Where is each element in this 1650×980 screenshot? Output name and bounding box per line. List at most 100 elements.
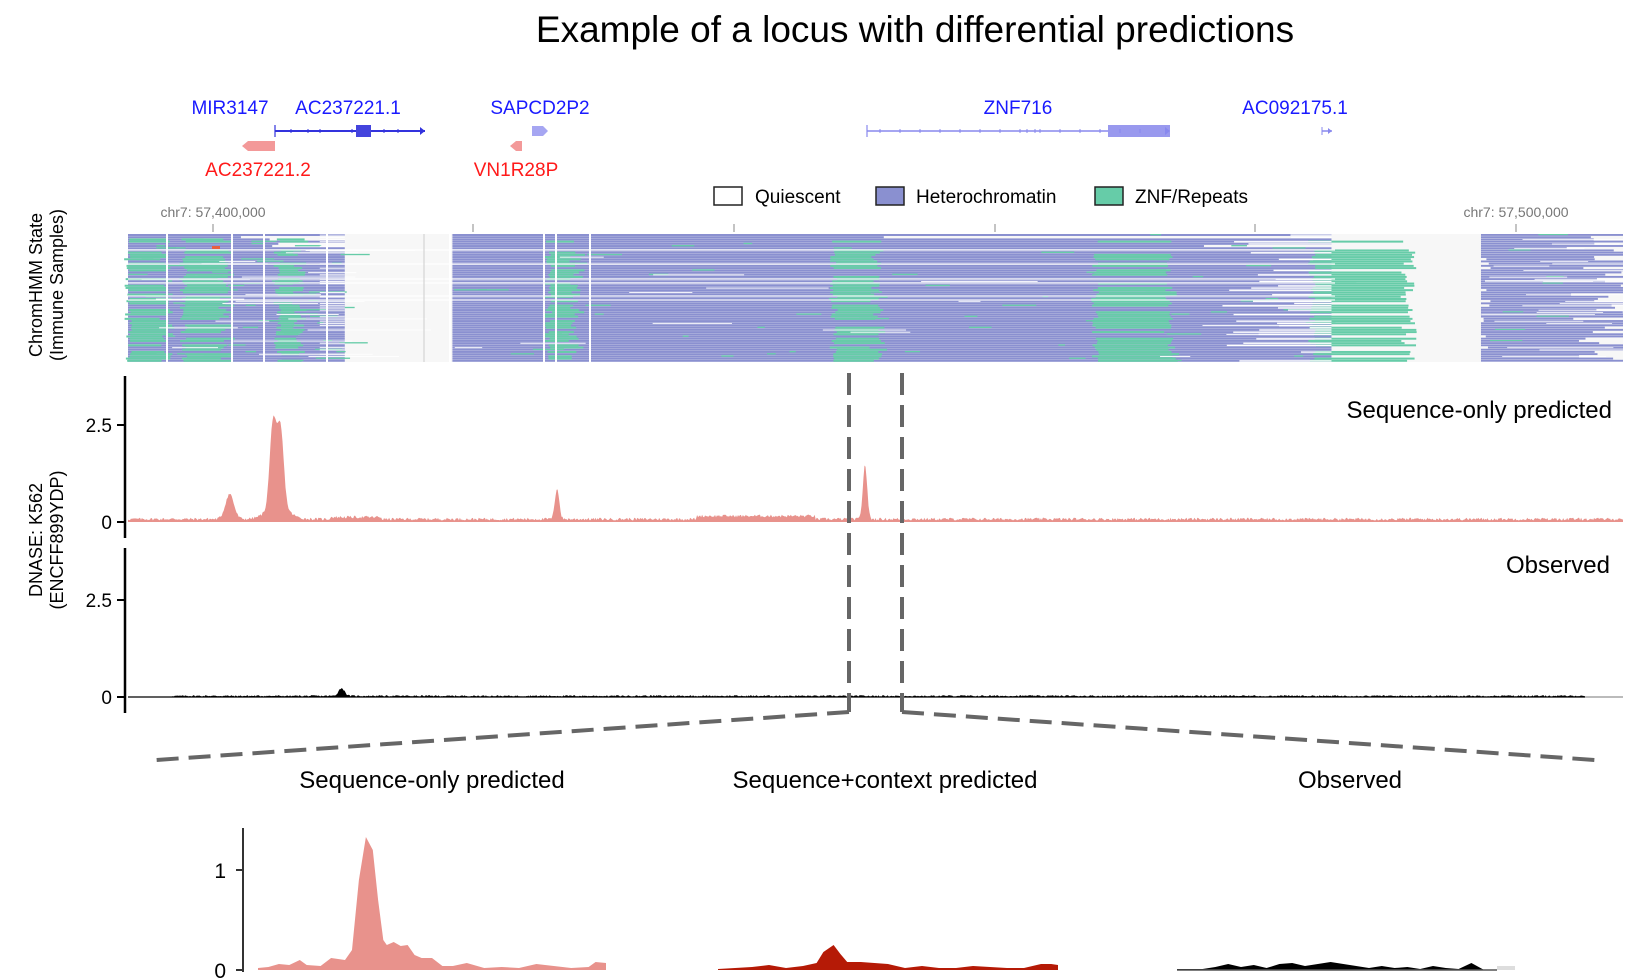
heatmap-cell [964,315,978,317]
heatmap-cell [452,326,1332,329]
heatmap-cell [129,240,170,243]
heatmap-cell [1092,322,1170,325]
heatmap-cell [319,347,345,349]
heatmap-cell [126,335,163,338]
heatmap-cell [278,317,303,320]
heatmap-cell [128,348,345,351]
heatmap-cell [834,342,885,345]
heatmap-cell [222,303,319,304]
heatmap-cell [315,348,342,351]
heatmap-cell [1309,260,1413,263]
heatmap-cell [835,350,879,353]
gene-body [510,141,522,151]
heatmap-cell [128,315,345,318]
heatmap-cell [454,347,483,349]
heatmap-cell [128,264,345,267]
heatmap-cell [832,293,875,296]
heatmap-cell [1534,278,1647,280]
heatmap-cell [1489,339,1523,342]
heatmap-cell [452,306,1332,309]
heatmap-cell [532,348,564,351]
heatmap-cell [128,311,345,314]
zoom-left-connector [155,710,850,762]
heatmap-cell [452,293,1332,296]
heatmap-cell [276,331,303,334]
heatmap-cell [1202,325,1282,327]
heatmap-cell [1234,241,1332,243]
heatmap-cell [833,333,879,336]
heatmap-cell [1523,270,1638,271]
heatmap-cell [1315,264,1414,267]
heatmap-cell [721,355,734,357]
heatmap-cell [1480,353,1598,356]
heatmap-cell [185,304,235,307]
heatmap-cell [209,289,238,291]
heatmap-cell [452,348,1332,351]
heatmap-cell [1480,245,1623,247]
heatmap-cell [1095,258,1170,261]
heatmap-cell [288,318,427,320]
heatmap-cell [128,342,345,345]
heatmap-cell [128,291,345,294]
heatmap-cell [1546,275,1564,278]
heatmap-cell [545,335,577,338]
heatmap-cell [1231,245,1247,247]
heatmap-cell [182,258,225,261]
heatmap-cell [183,311,233,314]
heatmap-cell [1092,355,1173,358]
heatmap-cell [1174,359,1182,362]
heatmap-cell [1508,249,1531,251]
heatmap-cell [275,289,303,292]
heatmap-cell [452,234,1332,236]
heatmap-cell [1313,258,1411,261]
heatmap-cell [452,344,1332,347]
heatmap-cell [1312,300,1406,303]
heatmap-cell [124,284,165,287]
heatmap-cell [1093,317,1173,320]
heatmap-cell [550,289,581,292]
heatmap-cell [1229,289,1332,291]
heatmap-cell [834,317,876,320]
heatmap-cell [1096,348,1169,351]
heatmap-cell [757,326,765,329]
heatmap-cell [1480,333,1623,336]
heatmap-cell [452,322,1332,325]
heatmap-cell [1314,249,1409,252]
zoom-panels: 10 [214,828,1515,980]
heatmap-cell [274,337,297,340]
heatmap-cell [128,344,162,347]
zoom-y-tick-label: 0 [214,960,226,980]
heatmap-cell [1313,353,1410,356]
heatmap-cell [233,340,353,342]
heatmap-cell [1294,302,1332,305]
heatmap-cell [1327,282,1357,284]
heatmap-cell [452,260,1332,263]
heatmap-cell [128,359,345,362]
heatmap-cell [185,256,224,259]
heatmap-cell [185,298,206,300]
heatmap-cell [183,309,227,312]
heatmap-cell [257,260,284,262]
heatmap-cell [177,353,185,355]
heatmap-cell [185,353,233,356]
heatmap-cell [281,328,305,331]
heatmap-cell [1483,317,1574,320]
heatmap-cell [452,311,1332,314]
heatmap-cell [128,269,345,272]
heatmap-cell [1538,234,1569,236]
heatmap-cell [452,324,1332,327]
heatmap-cell [1095,326,1172,329]
legend-swatch [875,186,905,206]
heatmap-cell [834,251,880,254]
heatmap-cell [1236,320,1332,322]
heatmap-cell [299,309,327,311]
gene-label: ZNF716 [984,98,1053,119]
heatmap-cell [1287,309,1332,311]
heatmap-cell [129,322,167,325]
heatmap-cell [1093,302,1172,305]
heatmap-cell [294,245,322,247]
heatmap-cell [185,324,231,327]
heatmap-cell [1095,295,1166,298]
heatmap-cell [549,286,577,289]
